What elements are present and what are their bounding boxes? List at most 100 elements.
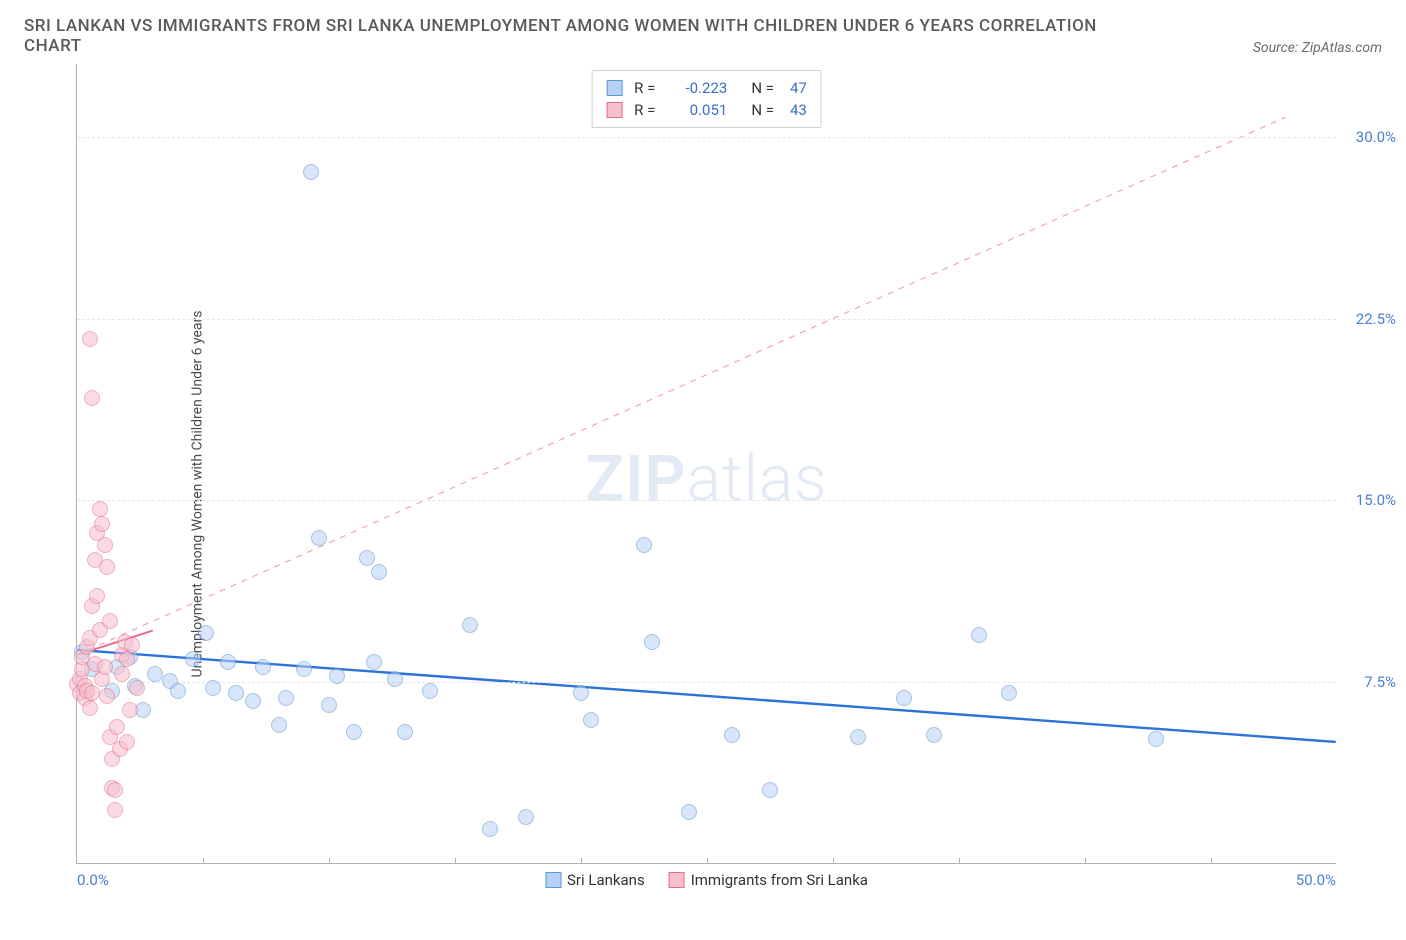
data-point [119,651,135,667]
data-point [99,559,115,575]
gridline [77,319,1336,320]
data-point [102,613,118,629]
legend-item: Sri Lankans [545,871,645,889]
data-point [129,680,145,696]
data-point [124,637,140,653]
x-tick [455,858,456,864]
data-point [926,727,942,743]
data-point [583,712,599,728]
data-point [303,164,319,180]
n-value: 47 [790,77,807,99]
data-point [850,729,866,745]
chart-title: SRI LANKAN VS IMMIGRANTS FROM SRI LANKA … [24,16,1124,56]
r-label: R = [634,77,655,99]
gridline [77,682,1336,683]
data-point [462,617,478,633]
data-point [205,680,221,696]
data-point [97,537,113,553]
x-max-label: 50.0% [1296,871,1336,889]
x-min-label: 0.0% [77,871,109,889]
chart-source: Source: ZipAtlas.com [1253,40,1382,56]
data-point [762,782,778,798]
data-point [97,659,113,675]
trend-lines-svg [77,64,1336,863]
legend-row: R = 0.051 N = 43 [606,99,807,121]
data-point [422,683,438,699]
data-point [92,501,108,517]
data-point [84,685,100,701]
n-label: N = [751,77,774,99]
data-point [296,661,312,677]
gridline [77,137,1336,138]
data-point [185,651,201,667]
x-tick [707,858,708,864]
chart-container: Unemployment Among Women with Children U… [24,64,1382,924]
y-tick-label: 30.0% [1356,128,1396,146]
legend-item: Immigrants from Sri Lanka [669,871,868,889]
data-point [220,654,236,670]
data-point [573,685,589,701]
series-legend: Sri Lankans Immigrants from Sri Lanka [545,871,868,889]
legend-swatch-icon [606,102,622,118]
data-point [122,702,138,718]
data-point [329,668,345,684]
data-point [228,685,244,701]
plot-area: ZIPatlas R = -0.223 N = 47 R = 0.051 N =… [76,64,1336,864]
data-point [170,683,186,699]
data-point [82,700,98,716]
x-tick [959,858,960,864]
data-point [681,804,697,820]
r-value: -0.223 [665,77,727,99]
y-tick-label: 15.0% [1356,491,1396,509]
data-point [245,693,261,709]
x-tick [329,858,330,864]
x-tick [581,858,582,864]
legend-swatch-icon [606,80,622,96]
data-point [387,671,403,687]
data-point [366,654,382,670]
data-point [99,688,115,704]
data-point [636,537,652,553]
data-point [644,634,660,650]
legend-swatch-icon [669,872,685,888]
data-point [107,802,123,818]
data-point [371,564,387,580]
data-point [271,717,287,733]
data-point [971,627,987,643]
x-tick [1211,858,1212,864]
y-tick-label: 22.5% [1356,310,1396,328]
data-point [147,666,163,682]
legend-swatch-icon [545,872,561,888]
data-point [321,697,337,713]
chart-header: SRI LANKAN VS IMMIGRANTS FROM SRI LANKA … [24,16,1382,56]
correlation-legend: R = -0.223 N = 47 R = 0.051 N = 43 [591,70,822,128]
watermark: ZIPatlas [585,442,827,517]
data-point [109,719,125,735]
legend-row: R = -0.223 N = 47 [606,77,807,99]
data-point [82,331,98,347]
data-point [84,390,100,406]
data-point [311,530,327,546]
x-tick [1085,858,1086,864]
data-point [1001,685,1017,701]
data-point [119,734,135,750]
data-point [198,625,214,641]
data-point [724,727,740,743]
gridline [77,500,1336,501]
n-value: 43 [790,99,807,121]
data-point [89,588,105,604]
data-point [255,659,271,675]
data-point [397,724,413,740]
x-tick [203,858,204,864]
n-label: N = [751,99,774,121]
data-point [278,690,294,706]
r-value: 0.051 [665,99,727,121]
data-point [346,724,362,740]
x-tick [833,858,834,864]
data-point [359,550,375,566]
data-point [482,821,498,837]
data-point [114,666,130,682]
data-point [107,782,123,798]
r-label: R = [634,99,655,121]
y-tick-label: 7.5% [1364,673,1396,691]
